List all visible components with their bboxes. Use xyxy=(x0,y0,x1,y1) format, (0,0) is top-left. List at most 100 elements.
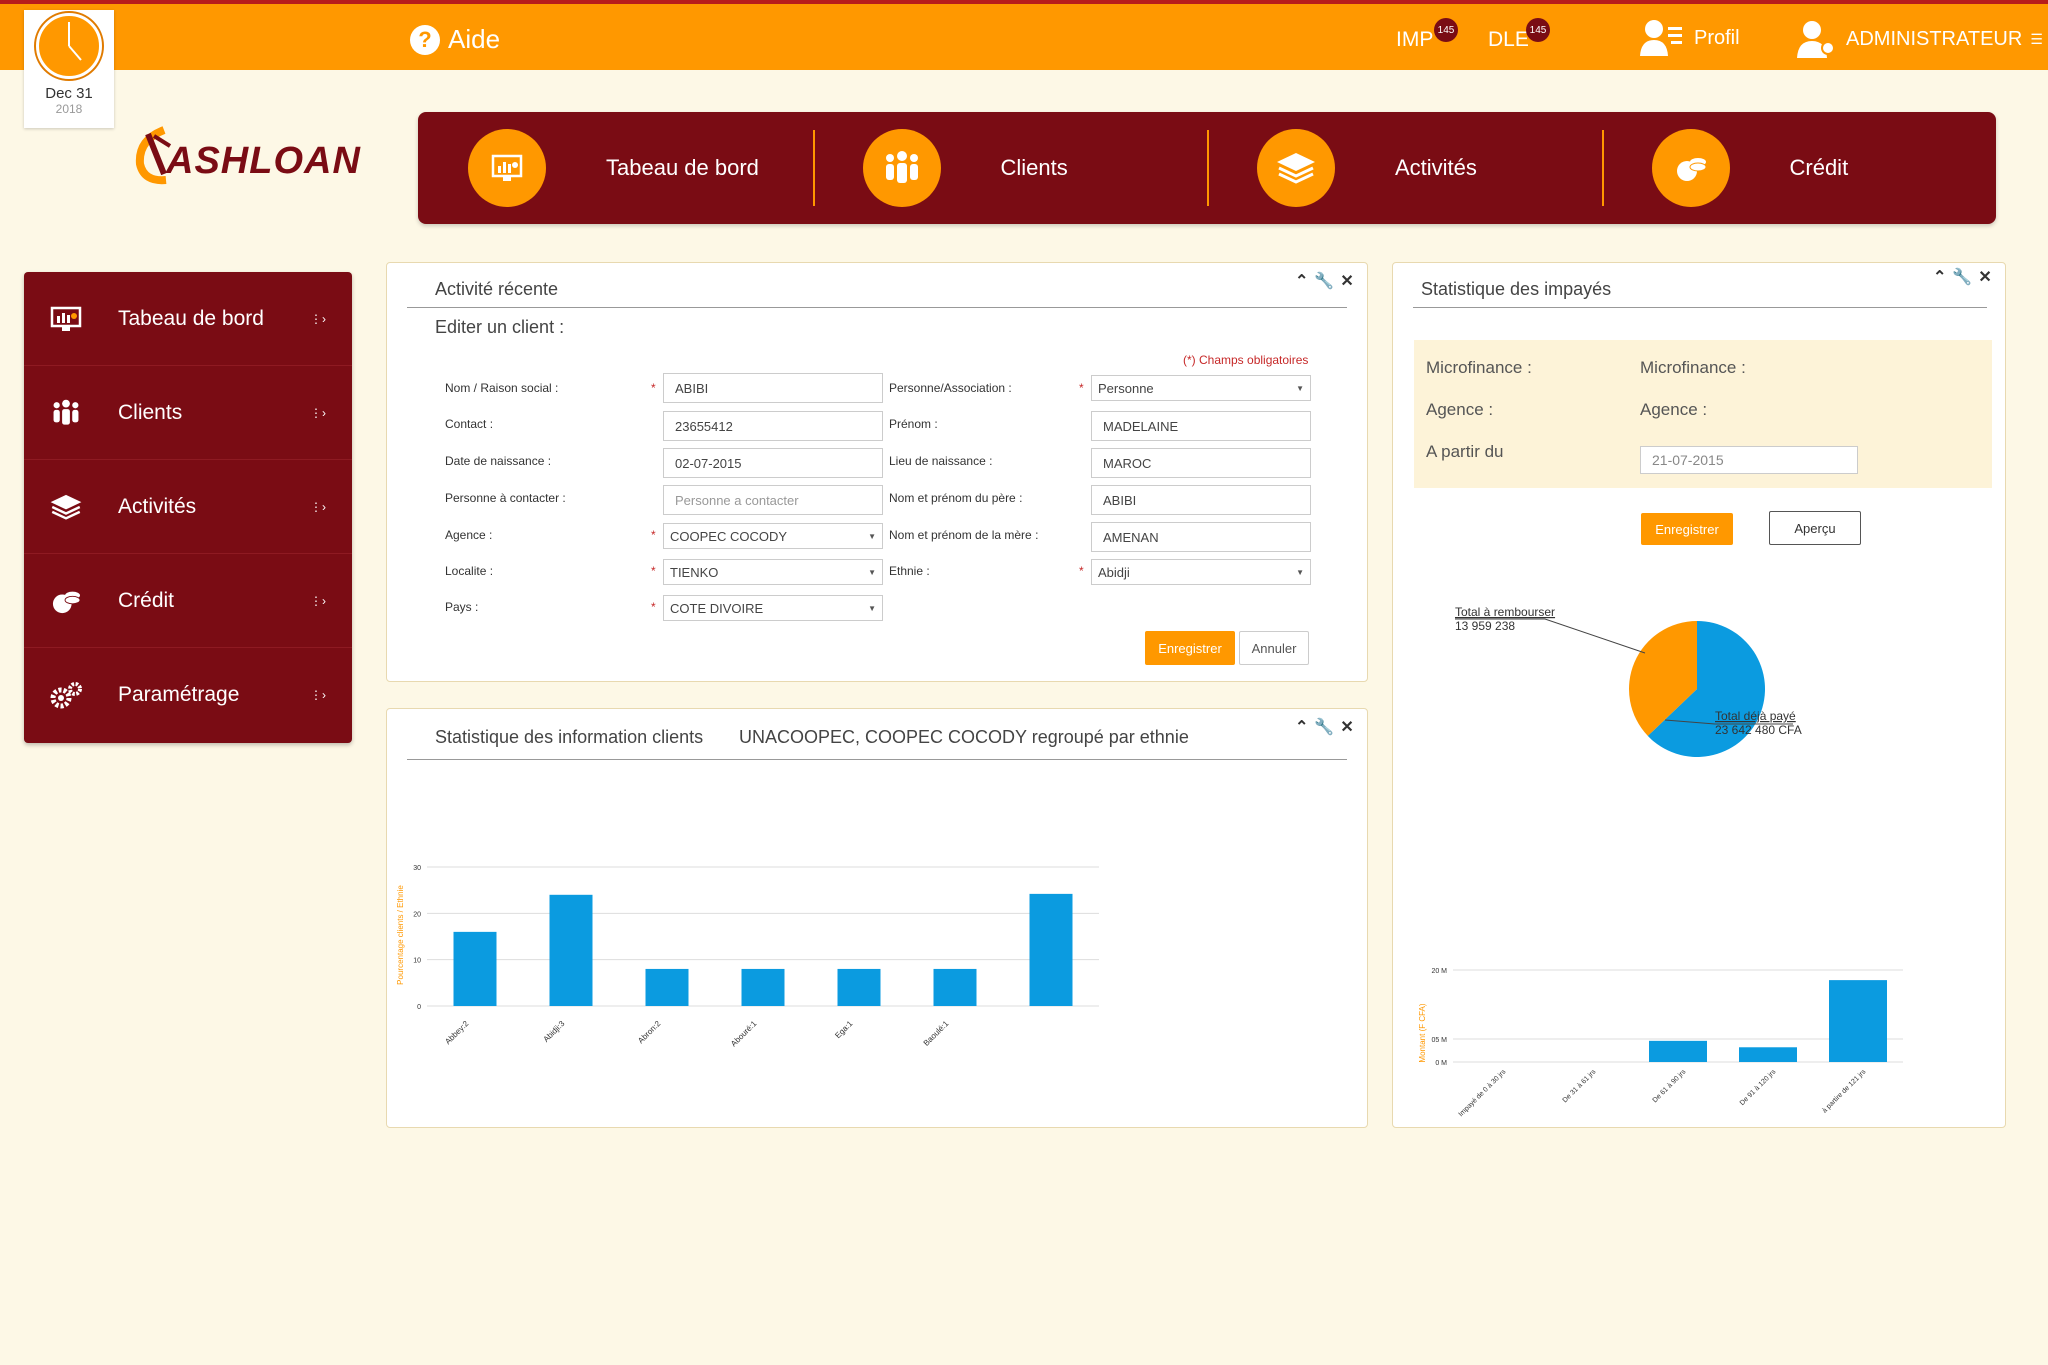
imp-link[interactable]: IMP 145 xyxy=(1396,18,1458,52)
required-note: (*) Champs obligatoires xyxy=(1183,353,1309,367)
apartir-date-input[interactable]: 21-07-2015 xyxy=(1640,446,1858,474)
chart-bar xyxy=(1829,980,1887,1062)
contact-label: Contact : xyxy=(445,417,494,431)
contact-input[interactable]: 23655412 xyxy=(663,411,883,441)
close-icon[interactable]: ✕ xyxy=(1340,273,1354,290)
lieu-input[interactable]: MAROC xyxy=(1091,448,1311,478)
localite-label: Localite : xyxy=(445,564,494,578)
topnav-activites[interactable]: Activités xyxy=(1207,112,1602,224)
y-axis-label: Montant (F CFA) xyxy=(1418,1003,1427,1062)
caret-down-icon: ▼ xyxy=(1296,383,1304,393)
topnav-dashboard[interactable]: Tabeau de bord xyxy=(418,112,813,224)
required-star: * xyxy=(651,564,656,578)
imp-label: IMP xyxy=(1396,28,1434,51)
x-tick-label: Impayé de 0 à 30 jrs xyxy=(1458,1068,1508,1118)
wrench-icon[interactable]: 🔧 xyxy=(1952,269,1973,286)
cancel-button[interactable]: Annuler xyxy=(1239,631,1309,665)
x-tick-label: Abron:2 xyxy=(636,1019,663,1046)
expand-arrows-icon: ⋮› xyxy=(310,312,326,326)
pie-value: 13 959 238 xyxy=(1455,619,1515,633)
pays-select[interactable]: COTE DIVOIRE ▼ xyxy=(663,595,883,621)
localite-select[interactable]: TIENKO ▼ xyxy=(663,559,883,585)
cashloan-logo: ASHLOAN xyxy=(134,126,360,190)
preview-button[interactable]: Aperçu xyxy=(1769,511,1861,545)
personne-input[interactable]: Personne a contacter xyxy=(663,485,883,515)
agence-select[interactable]: COOPEC COCODY ▼ xyxy=(663,523,883,549)
required-star: * xyxy=(651,600,656,614)
expand-arrows-icon: ⋮› xyxy=(310,500,326,514)
y-tick-label: 05 M xyxy=(1431,1037,1447,1044)
y-tick-label: 0 xyxy=(417,1004,421,1011)
sidebar-item-label: Paramétrage xyxy=(118,683,240,706)
dle-label: DLE xyxy=(1488,28,1529,51)
save-button[interactable]: Enregistrer xyxy=(1145,631,1235,665)
help-icon: ? xyxy=(410,24,440,55)
close-icon[interactable]: ✕ xyxy=(1340,719,1354,736)
agence-label: Agence : xyxy=(445,528,493,542)
panel-title: Statistique des impayés xyxy=(1421,279,1612,299)
expand-arrows-icon: ⋮› xyxy=(310,406,326,420)
chart-bar xyxy=(1739,1047,1797,1062)
help-link[interactable]: ? Aide xyxy=(410,24,500,55)
pays-value: COTE DIVOIRE xyxy=(670,600,764,616)
sidebar-item-clients[interactable]: Clients ⋮› xyxy=(24,366,352,460)
collapse-icon[interactable]: ⌃ xyxy=(1295,273,1309,290)
caret-down-icon: ▼ xyxy=(868,603,876,613)
prenom-input[interactable]: MADELAINE xyxy=(1091,411,1311,441)
admin-menu[interactable]: ADMINISTRATEUR ☰ xyxy=(1794,18,2043,60)
admin-menu-icon: ☰ xyxy=(2030,30,2043,47)
chart-bar xyxy=(1029,893,1073,1006)
ethnie-bar-chart: 0 10 20 30 Pourcentage clients / Ethnie Abbey… xyxy=(396,865,1099,1048)
date-input[interactable]: 02-07-2015 xyxy=(663,448,883,478)
collapse-icon[interactable]: ⌃ xyxy=(1933,269,1947,286)
sidebar-item-label: Clients xyxy=(118,400,183,424)
sidebar-item-dashboard[interactable]: Tabeau de bord ⋮› xyxy=(24,272,352,366)
nom-input[interactable]: ABIBI xyxy=(663,373,883,403)
users-icon xyxy=(48,399,84,427)
panel-controls: ⌃ 🔧 ✕ xyxy=(1295,717,1354,737)
agence-label: Agence : xyxy=(1426,400,1494,419)
assoc-value: Personne xyxy=(1098,380,1154,396)
x-tick-label: De 31 à 61 jrs xyxy=(1562,1068,1598,1104)
sidebar-item-activites[interactable]: Activités ⋮› xyxy=(24,460,352,554)
chart-bar xyxy=(549,894,593,1006)
required-star: * xyxy=(651,381,656,395)
mere-input[interactable]: AMENAN xyxy=(1091,522,1311,552)
profile-link[interactable]: Profil xyxy=(1638,18,1740,58)
prenom-label: Prénom : xyxy=(889,417,938,431)
sidebar-item-credit[interactable]: Crédit ⋮› xyxy=(24,554,352,648)
topnav-clients[interactable]: Clients xyxy=(812,112,1208,224)
impayes-save-button[interactable]: Enregistrer xyxy=(1641,513,1733,545)
imp-badge: 145 xyxy=(1434,18,1458,42)
y-axis-label: Pourcentage clients / Ethnie xyxy=(396,885,405,985)
topnav-label: Activités xyxy=(1395,155,1477,180)
panel-divider xyxy=(1413,307,1987,308)
x-tick-label: Abbey:2 xyxy=(443,1019,471,1047)
sidebar-item-label: Activités xyxy=(118,494,197,518)
required-star: * xyxy=(651,528,656,542)
x-tick-label: Abidji:3 xyxy=(541,1019,566,1044)
pere-input[interactable]: ABIBI xyxy=(1091,485,1311,515)
close-icon[interactable]: ✕ xyxy=(1978,269,1992,286)
logo-text: ASHLOAN xyxy=(166,140,361,182)
coins-icon xyxy=(48,587,84,615)
ethnie-value: Abidji xyxy=(1098,564,1130,580)
pays-label: Pays : xyxy=(445,600,479,614)
panel-title: Statistique des information clients xyxy=(435,727,704,747)
dle-link[interactable]: DLE 145 xyxy=(1488,18,1550,52)
pie-slice xyxy=(1629,621,1697,736)
panel-divider xyxy=(407,307,1347,308)
ethnie-select[interactable]: Abidji ▼ xyxy=(1091,559,1311,585)
activity-panel: Activité récente ⌃ 🔧 ✕ Editer un client … xyxy=(386,262,1368,682)
pie-value: 23 642 480 CFA xyxy=(1715,723,1802,737)
collapse-icon[interactable]: ⌃ xyxy=(1295,719,1309,736)
wrench-icon[interactable]: 🔧 xyxy=(1314,273,1335,290)
layers-icon xyxy=(1257,129,1335,207)
assoc-select[interactable]: Personne ▼ xyxy=(1091,375,1311,401)
sidebar-item-parametrage[interactable]: Paramétrage ⋮› xyxy=(24,648,352,742)
topnav-credit[interactable]: Crédit xyxy=(1601,112,1997,224)
wrench-icon[interactable]: 🔧 xyxy=(1314,719,1335,736)
assoc-label: Personne/Association : xyxy=(889,381,1012,395)
coins-icon xyxy=(1651,129,1730,207)
panel-divider xyxy=(407,759,1347,760)
